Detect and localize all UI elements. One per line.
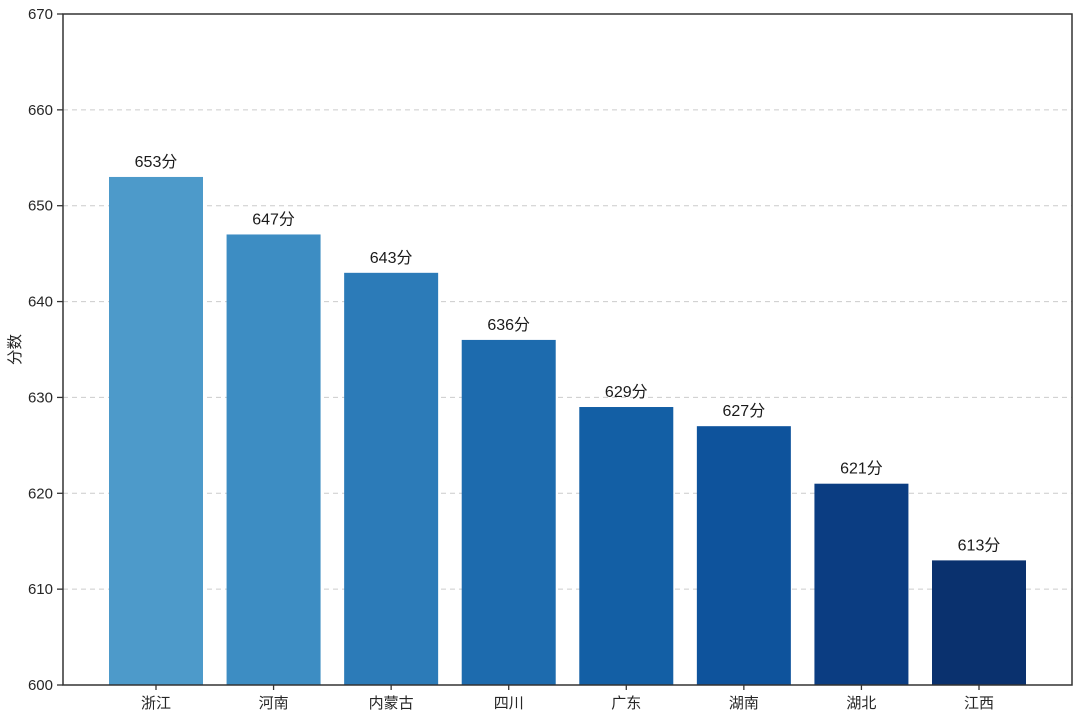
x-tick-label: 湖北: [846, 695, 876, 712]
y-tick-label: 610: [28, 581, 53, 598]
y-tick-label: 600: [28, 677, 53, 694]
bar-value-label: 613分: [958, 536, 1001, 554]
bar-value-label: 647分: [252, 210, 295, 228]
bar-浙江: [109, 176, 203, 685]
bar-四川: [461, 339, 556, 685]
x-tick-label: 广东: [611, 695, 641, 712]
x-tick-label: 河南: [259, 695, 289, 712]
bar-value-label: 629分: [605, 383, 648, 401]
x-tick-label: 四川: [494, 695, 524, 712]
y-tick-labels: 600 610 620 630 640 650 660 670: [28, 6, 53, 694]
axes: [62, 13, 1073, 686]
y-tick-label: 640: [28, 294, 53, 311]
bar-广东: [579, 407, 674, 685]
bar-湖北: [814, 483, 909, 685]
x-tick-label: 内蒙古: [369, 695, 414, 712]
bars: [109, 176, 1026, 685]
gridlines: [63, 109, 1072, 590]
x-tick-labels: 浙江 河南 内蒙古 四川 广东 湖南 湖北 江西: [141, 695, 994, 712]
bar-value-labels: 653分 647分 643分 636分 629分 627分 621分 613分: [135, 153, 1001, 554]
y-axis-title: 分数: [6, 334, 24, 366]
tick-marks: [57, 13, 980, 690]
bar-value-label: 621分: [840, 460, 883, 478]
x-tick-label: 湖南: [729, 695, 759, 712]
y-tick-label: 620: [28, 485, 53, 502]
bar-value-label: 627分: [723, 402, 766, 420]
y-tick-label: 630: [28, 389, 53, 406]
bar-value-label: 653分: [135, 153, 178, 171]
x-tick-label: 江西: [964, 695, 994, 712]
y-tick-label: 650: [28, 198, 53, 215]
bar-内蒙古: [344, 272, 439, 685]
bar-value-label: 643分: [370, 249, 413, 267]
y-tick-label: 660: [28, 102, 53, 119]
bar-河南: [226, 234, 321, 685]
bar-value-label: 636分: [487, 316, 530, 334]
bar-湖南: [696, 426, 791, 685]
plot-border: [62, 13, 1073, 686]
bar-江西: [932, 560, 1026, 685]
x-tick-label: 浙江: [141, 695, 171, 712]
y-tick-label: 670: [28, 6, 53, 23]
